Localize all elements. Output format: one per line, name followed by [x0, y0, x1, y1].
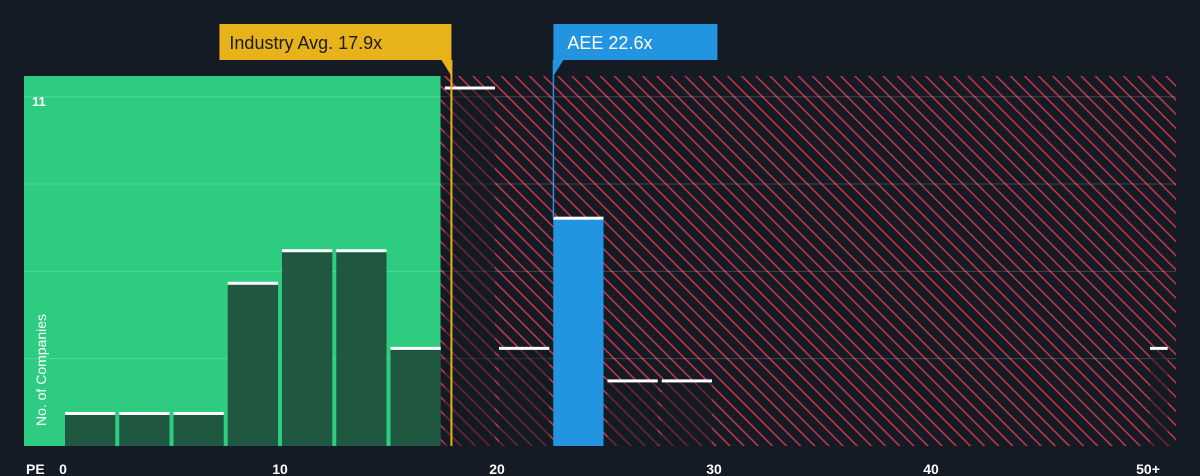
- histogram-bar-top: [336, 249, 387, 253]
- histogram-bar: [444, 88, 495, 446]
- company-label: AEE 22.6x: [567, 33, 652, 53]
- histogram-bar: [661, 380, 712, 446]
- histogram-bar: [65, 413, 116, 446]
- histogram-bar: [336, 250, 387, 446]
- histogram-bar-top: [390, 346, 441, 350]
- histogram-bar-top: [65, 411, 116, 415]
- histogram-bar-top: [444, 86, 495, 90]
- bars-layer: [65, 86, 1168, 446]
- callouts-layer: Industry Avg. 17.9x AEE 22.6x: [219, 24, 718, 76]
- x-tick-label: 0: [59, 461, 67, 476]
- histogram-bar-top: [173, 411, 224, 415]
- overvalued-zone: [440, 76, 1177, 446]
- y-max-label: 11: [32, 94, 46, 109]
- histogram-bar-top: [607, 379, 658, 383]
- marker-lines-layer: [450, 60, 555, 446]
- histogram-bar-top: [661, 379, 712, 383]
- histogram-bar: [390, 348, 441, 446]
- x-tick-label: 10: [272, 461, 288, 476]
- industry-avg-callout-pointer: [441, 60, 452, 76]
- histogram-bar-top: [499, 346, 550, 350]
- histogram-bar: [553, 218, 604, 446]
- histogram-bar: [607, 380, 658, 446]
- x-tick-label: 40: [923, 461, 939, 476]
- histogram-bar-top: [282, 249, 333, 253]
- histogram-bar-top: [1150, 346, 1168, 350]
- x-tick-label: 20: [489, 461, 505, 476]
- industry-avg-label: Industry Avg. 17.9x: [229, 33, 382, 53]
- x-tick-label: 30: [706, 461, 722, 476]
- company-callout-pointer: [553, 60, 564, 76]
- industry-avg-callout-box: [219, 24, 452, 60]
- histogram-bar-top: [119, 411, 170, 415]
- histogram-bar: [119, 413, 170, 446]
- histogram-bar: [173, 413, 224, 446]
- histogram-bar-top: [553, 216, 604, 220]
- histogram-bar-top: [227, 281, 278, 285]
- histogram-bar: [1150, 348, 1168, 446]
- histogram-bar: [282, 250, 333, 446]
- company-callout-box: [553, 24, 718, 60]
- axis-layer: 0 10 20 30 40 50+ PE 11 No. of Companies: [26, 94, 1160, 476]
- histogram-bar: [499, 348, 550, 446]
- x-axis-label: PE: [26, 461, 45, 476]
- histogram-bar: [227, 283, 278, 446]
- x-tick-label: 50+: [1136, 461, 1160, 476]
- y-axis-label: No. of Companies: [33, 314, 49, 426]
